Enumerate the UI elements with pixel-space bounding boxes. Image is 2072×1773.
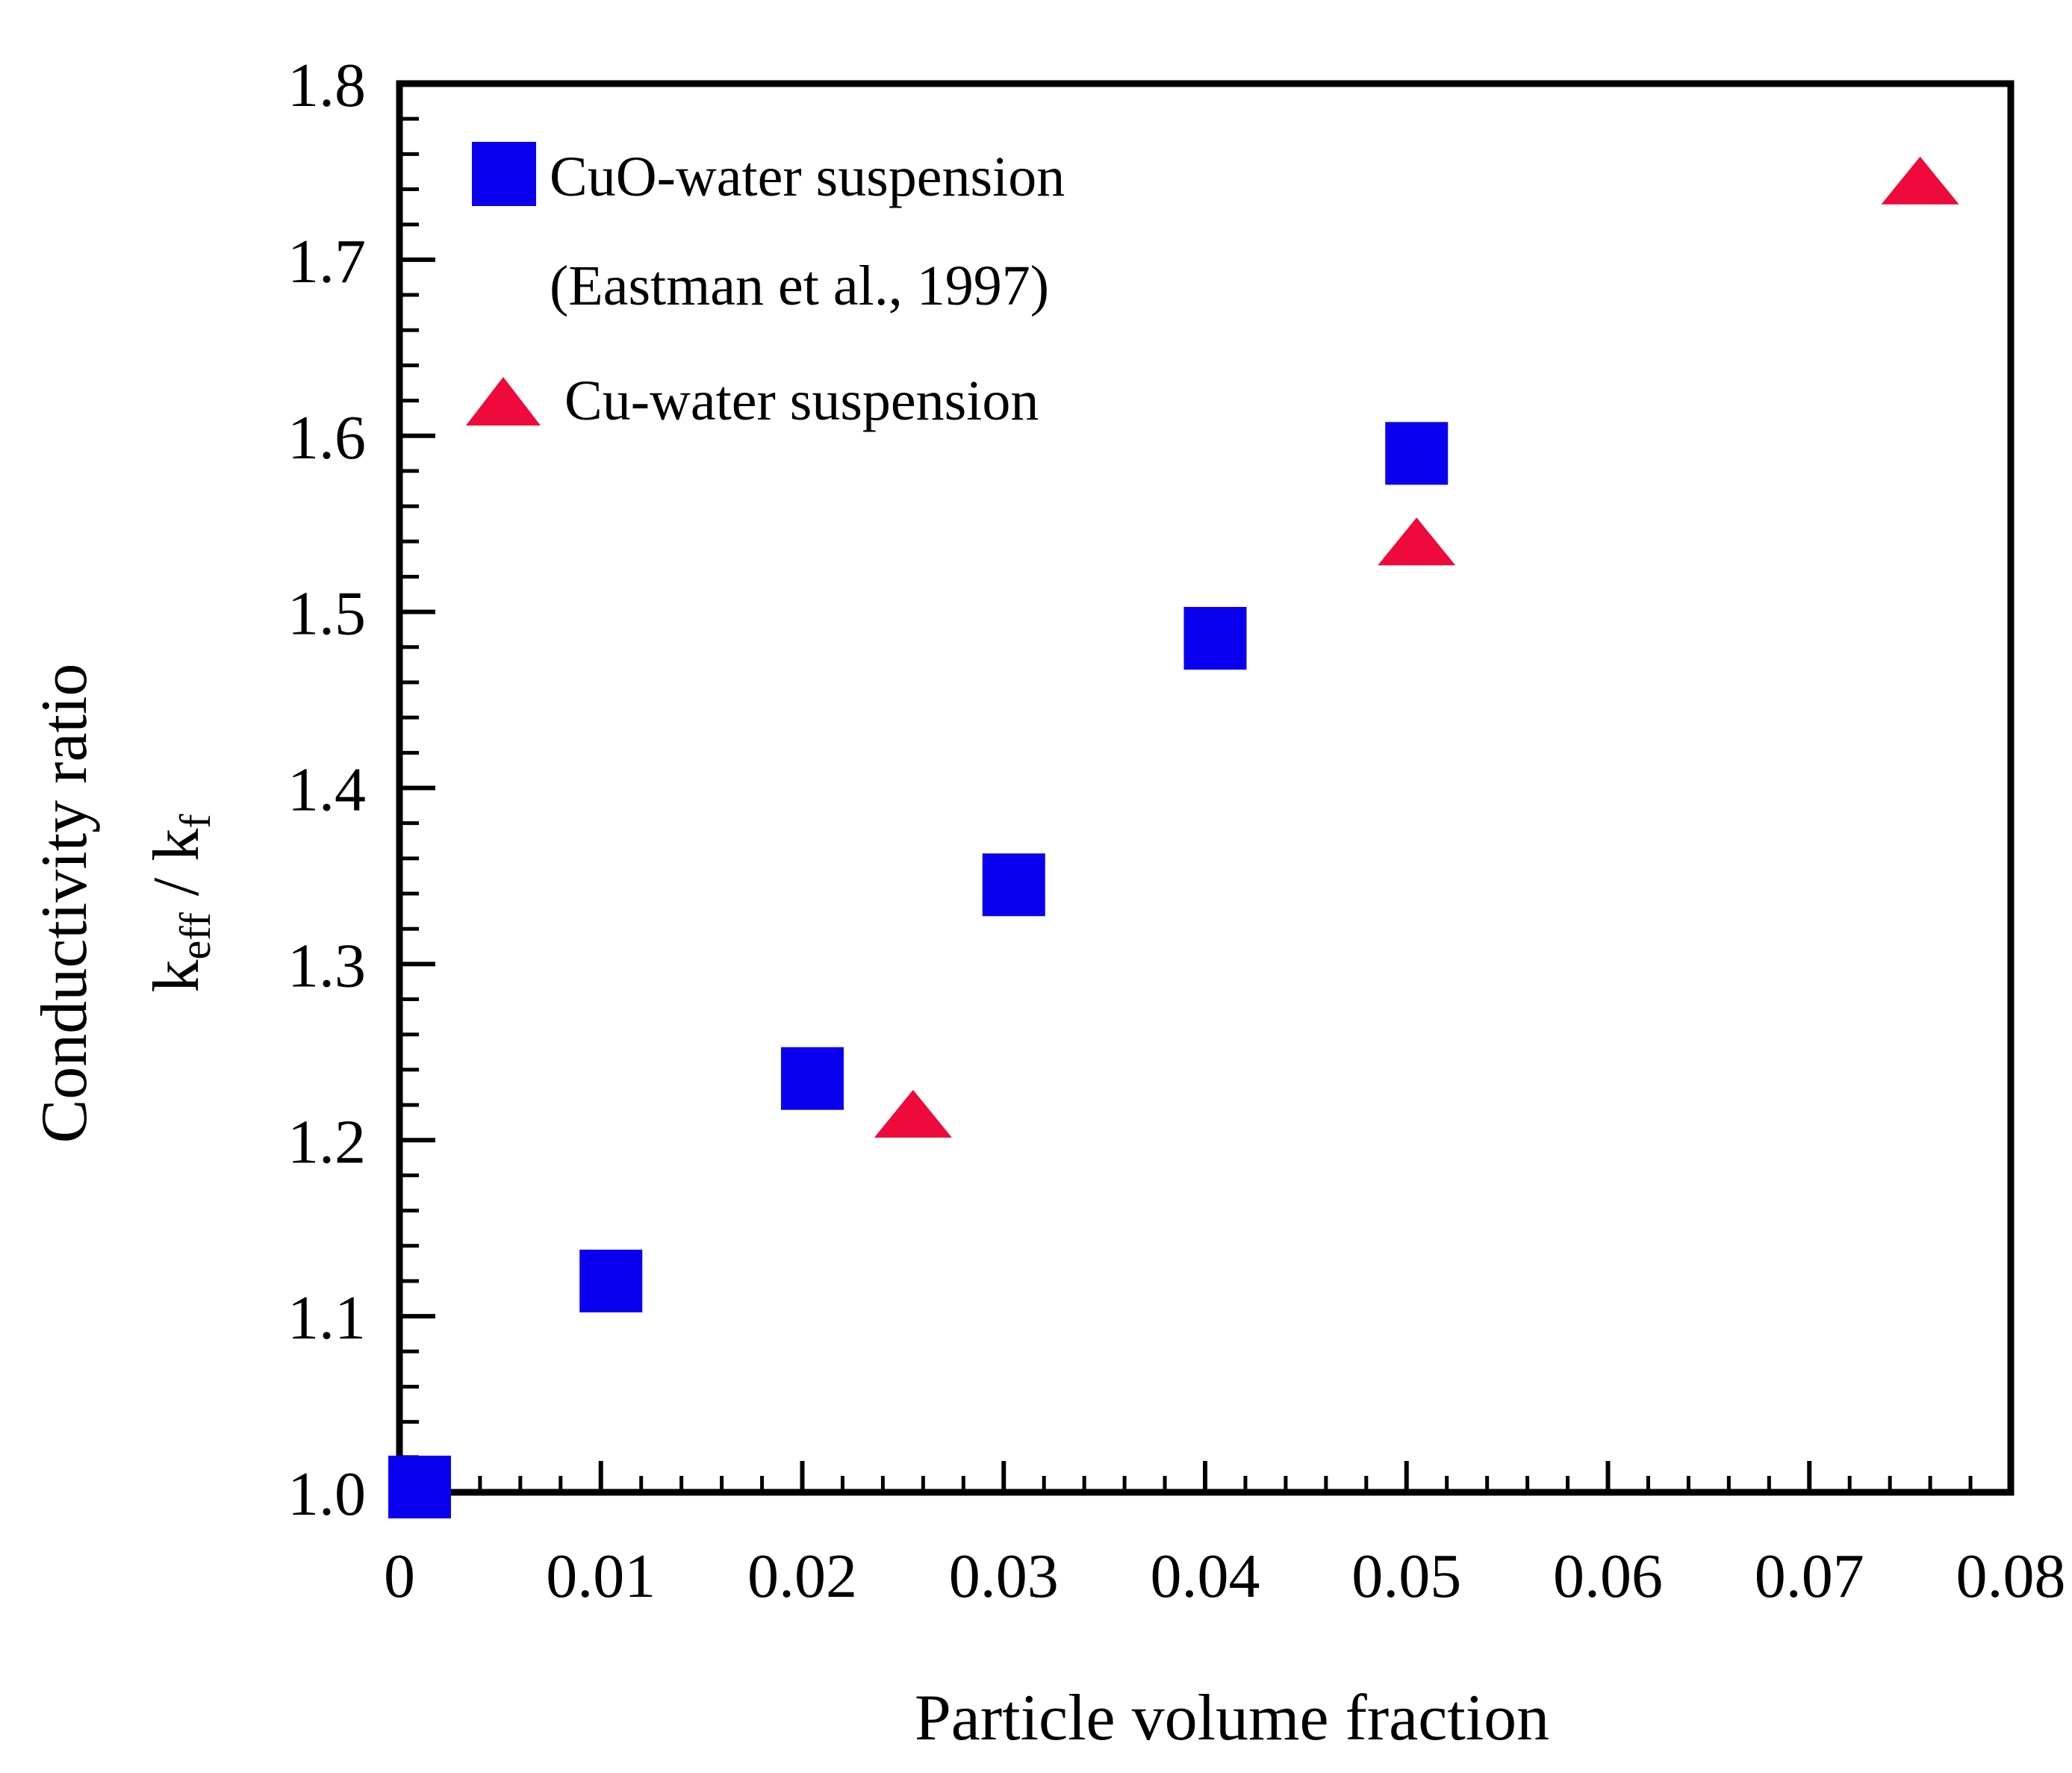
legend-label-cu: Cu-water suspension	[564, 370, 1039, 432]
legend: CuO-water suspension (Eastman et al., 19…	[466, 142, 1065, 432]
legend-marker-square	[472, 142, 536, 206]
legend-marker-triangle	[466, 377, 541, 426]
y-tick-label: 1.2	[287, 1107, 366, 1177]
x-tick-label: 0.05	[1351, 1542, 1461, 1611]
y-formula-num-sub: eff	[171, 912, 220, 960]
x-tick-label: 0.01	[546, 1542, 656, 1611]
y-formula-num-base: k	[140, 960, 213, 993]
data-points	[388, 156, 1959, 1518]
point-cu-water	[1881, 156, 1959, 205]
point-cuo-water	[579, 1249, 643, 1312]
point-cuo-water	[982, 853, 1045, 917]
y-axis-titles: Conductivity ratio keff / kf	[28, 664, 220, 1144]
point-cuo-water	[780, 1047, 844, 1110]
y-tick-label: 1.5	[287, 579, 366, 649]
tick-labels: 0 0.01 0.02 0.03 0.04 0.05 0.06 0.07 0.08 1.0 1.1 1…	[287, 51, 2066, 1611]
plot-frame	[396, 80, 2015, 1496]
legend-label-cuo: CuO-water suspension	[550, 146, 1065, 208]
point-cuo-water	[1183, 607, 1247, 670]
x-tick-label: 0	[384, 1542, 415, 1611]
x-tick-label: 0.02	[747, 1542, 857, 1611]
point-cuo-water	[388, 1455, 451, 1518]
x-tick-label: 0.04	[1151, 1542, 1260, 1611]
x-tick-label: 0.06	[1553, 1542, 1663, 1611]
point-cu-water	[874, 1089, 952, 1138]
point-cu-water	[1378, 517, 1456, 566]
x-tick-label: 0.08	[1956, 1542, 2066, 1611]
y-tick-label: 1.7	[287, 227, 366, 296]
y-formula-den-base: k	[140, 829, 213, 861]
point-cuo-water	[1385, 422, 1449, 485]
y-tick-label: 1.8	[287, 51, 366, 120]
y-tick-label: 1.3	[287, 931, 366, 1000]
y-tick-label: 1.4	[287, 755, 366, 825]
y-axis-formula: keff / kf	[140, 814, 220, 993]
y-axis-title: Conductivity ratio	[28, 664, 101, 1144]
x-tick-label: 0.07	[1755, 1542, 1864, 1611]
y-formula-den-sub: f	[171, 814, 220, 829]
x-tick-label: 0.03	[949, 1542, 1059, 1611]
y-formula-separator: /	[140, 861, 213, 912]
x-axis-title: Particle volume fraction	[915, 1682, 1549, 1754]
y-tick-label: 1.6	[287, 403, 366, 473]
legend-sublabel-eastman: (Eastman et al., 1997)	[550, 255, 1049, 317]
y-tick-label: 1.0	[287, 1459, 366, 1529]
y-tick-label: 1.1	[287, 1283, 366, 1353]
